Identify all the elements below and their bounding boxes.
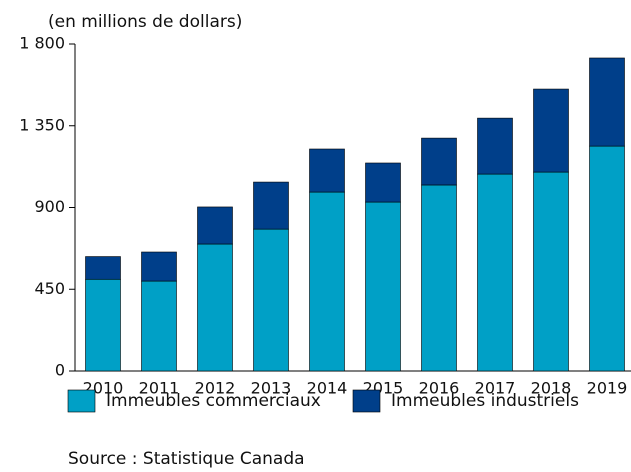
bar-segment — [477, 173, 513, 372]
y-axis-label: (en millions de dollars) — [48, 12, 242, 32]
bar-segment — [253, 228, 289, 372]
y-tick-label: 900 — [34, 197, 65, 216]
bar-segment — [477, 117, 513, 175]
bar-segment — [421, 184, 457, 372]
bar-segment — [141, 251, 177, 282]
legend-label: Immeubles industriels — [391, 391, 579, 411]
x-tick-label: 2019 — [587, 379, 628, 398]
bar-segment — [141, 280, 177, 372]
bar-segment — [309, 148, 345, 193]
y-tick-label: 0 — [55, 361, 65, 380]
legend-swatch — [352, 389, 381, 413]
x-tick-label: 2013 — [251, 379, 292, 398]
y-tick-label: 1 350 — [19, 115, 65, 134]
bar-segment — [421, 137, 457, 186]
bar-segment — [85, 256, 121, 280]
bar-segment — [365, 201, 401, 372]
legend-swatch — [67, 389, 96, 413]
source: Source : Statistique Canada — [68, 449, 305, 469]
x-tick-label: 2016 — [419, 379, 460, 398]
bar-segment — [533, 171, 569, 372]
y-tick-label: 1 800 — [19, 34, 65, 53]
x-tick-label: 2011 — [139, 379, 180, 398]
bar-segment — [197, 206, 233, 245]
bar-segment — [365, 162, 401, 203]
bar-segment — [309, 191, 345, 372]
x-tick-label: 2017 — [475, 379, 516, 398]
x-tick-label: 2014 — [307, 379, 348, 398]
bar-segment — [253, 181, 289, 230]
bar-segment — [197, 243, 233, 372]
y-tick-label: 450 — [34, 279, 65, 298]
bar-segment — [85, 278, 121, 372]
bar-segment — [589, 145, 625, 372]
bar-segment — [589, 57, 625, 147]
x-tick-label: 2012 — [195, 379, 236, 398]
x-tick-label: 2018 — [531, 379, 572, 398]
legend-label: Immeubles commerciaux — [106, 391, 321, 411]
bar-segment — [533, 88, 569, 173]
